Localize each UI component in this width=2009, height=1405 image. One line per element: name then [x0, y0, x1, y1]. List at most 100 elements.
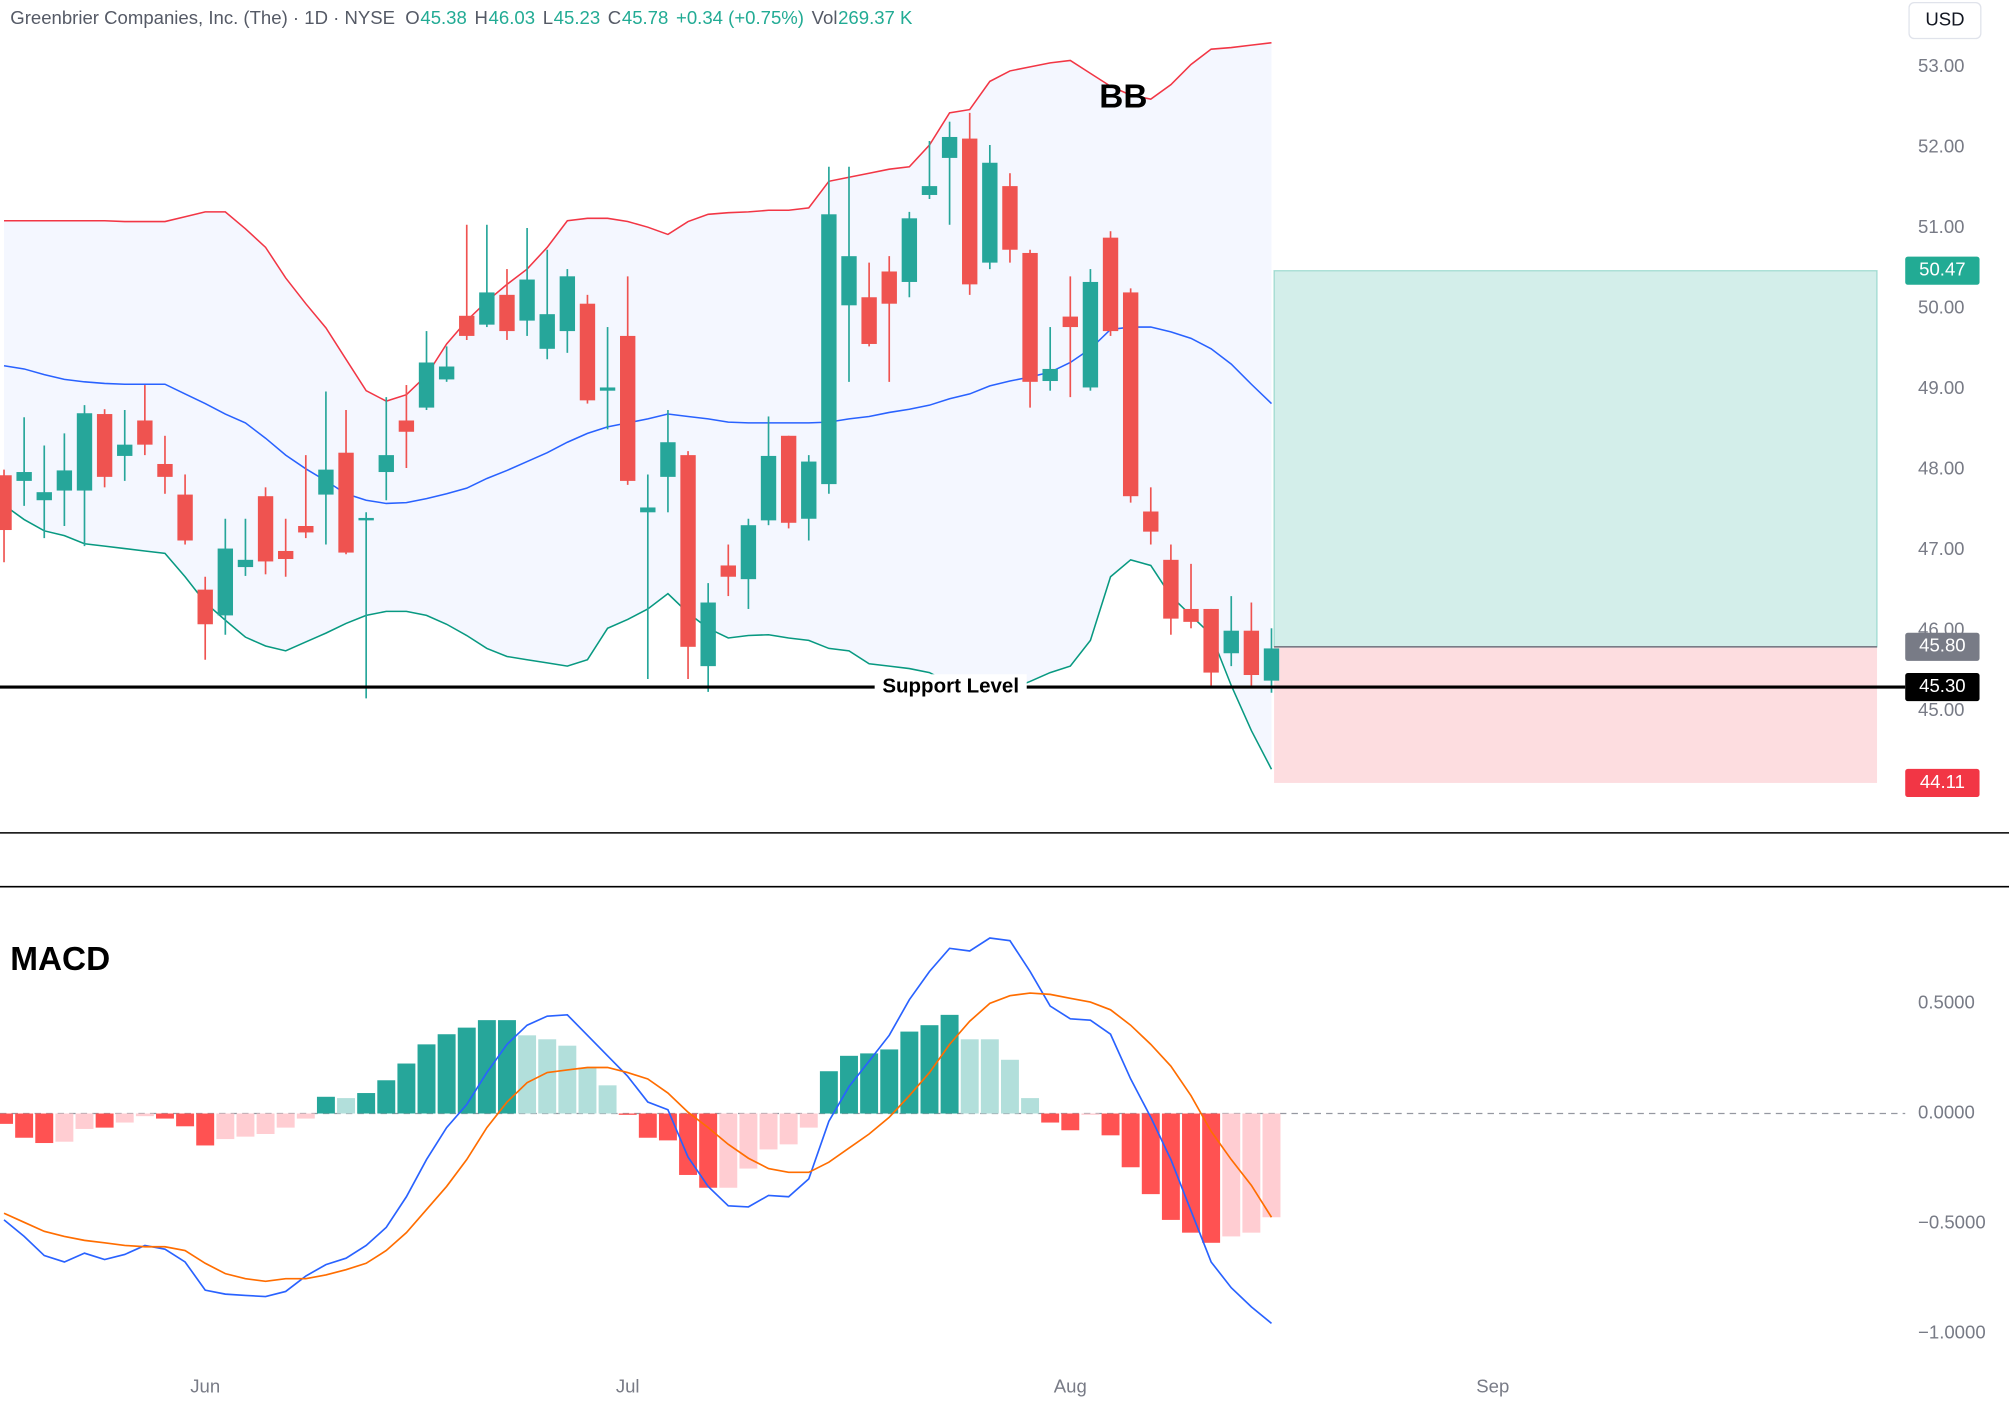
- header-text: 45.23: [554, 7, 600, 28]
- candle-body: [237, 559, 254, 568]
- histogram-bar: [316, 1096, 335, 1114]
- histogram-bar: [498, 1020, 516, 1114]
- header: Greenbrier Companies, Inc. (The) · 1D · …: [10, 7, 913, 28]
- candle-body: [16, 472, 32, 481]
- candle-body: [36, 492, 52, 501]
- histogram-bar: [1242, 1113, 1261, 1233]
- candle-body: [982, 162, 998, 263]
- x-tick-label: Aug: [1054, 1376, 1087, 1397]
- price-label-box: [1905, 672, 1980, 702]
- candle-body: [318, 469, 334, 495]
- candle-body: [962, 138, 978, 285]
- price-label-box: [1905, 768, 1980, 798]
- x-tick-label: Jun: [190, 1376, 220, 1397]
- histogram-bar: [819, 1071, 838, 1114]
- histogram-bar: [759, 1113, 778, 1150]
- candle-body: [740, 525, 757, 580]
- histogram-bar: [1021, 1098, 1040, 1114]
- x-tick-label: Sep: [1476, 1376, 1509, 1397]
- histogram-bar: [739, 1113, 758, 1169]
- currency[interactable]: USD: [1925, 8, 1964, 29]
- histogram-bar: [196, 1113, 215, 1146]
- histogram-bar: [598, 1085, 617, 1114]
- histogram-bar: [518, 1035, 537, 1114]
- candle-body: [217, 548, 234, 616]
- header-text: L: [543, 7, 553, 28]
- candle-body: [1122, 292, 1139, 497]
- candle-body: [197, 589, 213, 625]
- band-line: [4, 41, 1272, 402]
- histogram-bar: [719, 1113, 738, 1188]
- histogram-bar: [779, 1113, 798, 1145]
- target-zone: [1273, 270, 1878, 648]
- header-text: 45.78: [622, 7, 668, 28]
- candle-body: [418, 362, 435, 408]
- candle-body: [1143, 511, 1159, 532]
- candle-body: [1002, 186, 1018, 250]
- price-label-box: [1905, 256, 1980, 285]
- histogram-bar: [256, 1113, 275, 1135]
- price-label-box: [1905, 632, 1980, 661]
- histogram-bar: [55, 1113, 74, 1142]
- histogram-bar: [95, 1113, 114, 1128]
- candle-body: [881, 271, 897, 304]
- candle-body: [257, 496, 274, 562]
- y-tick-label: 53.00: [1918, 55, 1964, 76]
- histogram-bar: [1000, 1059, 1019, 1114]
- candle-body: [1062, 316, 1078, 328]
- histogram-bar: [135, 1113, 154, 1117]
- histogram-bar: [457, 1027, 476, 1114]
- macd-line: [3, 992, 1273, 1283]
- histogram-bar: [799, 1113, 818, 1128]
- header-text: H: [475, 7, 488, 28]
- price-label: 45.80: [1919, 635, 1965, 656]
- candle-body: [76, 413, 93, 491]
- candle-body: [539, 314, 555, 349]
- candle-body: [117, 444, 133, 456]
- candle-body: [559, 276, 576, 332]
- candle-body: [1243, 630, 1260, 676]
- histogram-bar: [1182, 1113, 1200, 1233]
- y-tick-label: 49.00: [1918, 377, 1964, 398]
- histogram-bar: [0, 1113, 13, 1124]
- y-tick-label: 50.00: [1918, 296, 1964, 317]
- candle-body: [579, 303, 596, 401]
- bb-annotation: BB: [1099, 79, 1147, 116]
- histogram-bar: [397, 1063, 416, 1114]
- histogram-bar: [1041, 1113, 1060, 1123]
- histogram-bar: [538, 1039, 557, 1114]
- candle-body: [640, 507, 656, 513]
- candle-body: [177, 494, 193, 541]
- histogram-bar: [35, 1113, 54, 1144]
- histogram-bar: [296, 1113, 315, 1119]
- candle-body: [338, 452, 354, 553]
- histogram-bar: [658, 1113, 677, 1141]
- candle-body: [700, 602, 716, 667]
- candle-body: [398, 420, 415, 432]
- price-label: 50.47: [1919, 259, 1965, 280]
- header-text: Vol: [812, 7, 838, 28]
- candle-body: [96, 414, 113, 477]
- overlay: Support Level 50.47 45.80 45.30 44.11: [0, 256, 1980, 798]
- histogram-bar: [578, 1067, 597, 1114]
- currency-button[interactable]: [1908, 1, 1982, 40]
- histogram-bar: [860, 1053, 879, 1114]
- price-label: 44.11: [1920, 771, 1965, 792]
- candle-body: [599, 387, 616, 391]
- support-text: Support Level: [882, 675, 1019, 698]
- histogram-bar: [1161, 1113, 1180, 1220]
- candle-body: [438, 366, 455, 380]
- histogram-bar: [980, 1039, 999, 1114]
- histogram-bar: [15, 1113, 34, 1138]
- candle-body: [1263, 648, 1280, 681]
- histogram-bar: [1222, 1113, 1241, 1237]
- y-tick-label: 45.00: [1918, 699, 1964, 720]
- histogram-bar: [156, 1113, 174, 1119]
- histogram-bar: [477, 1020, 496, 1114]
- y-tick-label: 52.00: [1918, 135, 1964, 156]
- band-fill: [4, 42, 1272, 770]
- macd-line: [3, 937, 1273, 1325]
- histogram-bar: [1081, 1113, 1100, 1115]
- candle-body: [519, 279, 535, 321]
- band-line: [3, 326, 1273, 505]
